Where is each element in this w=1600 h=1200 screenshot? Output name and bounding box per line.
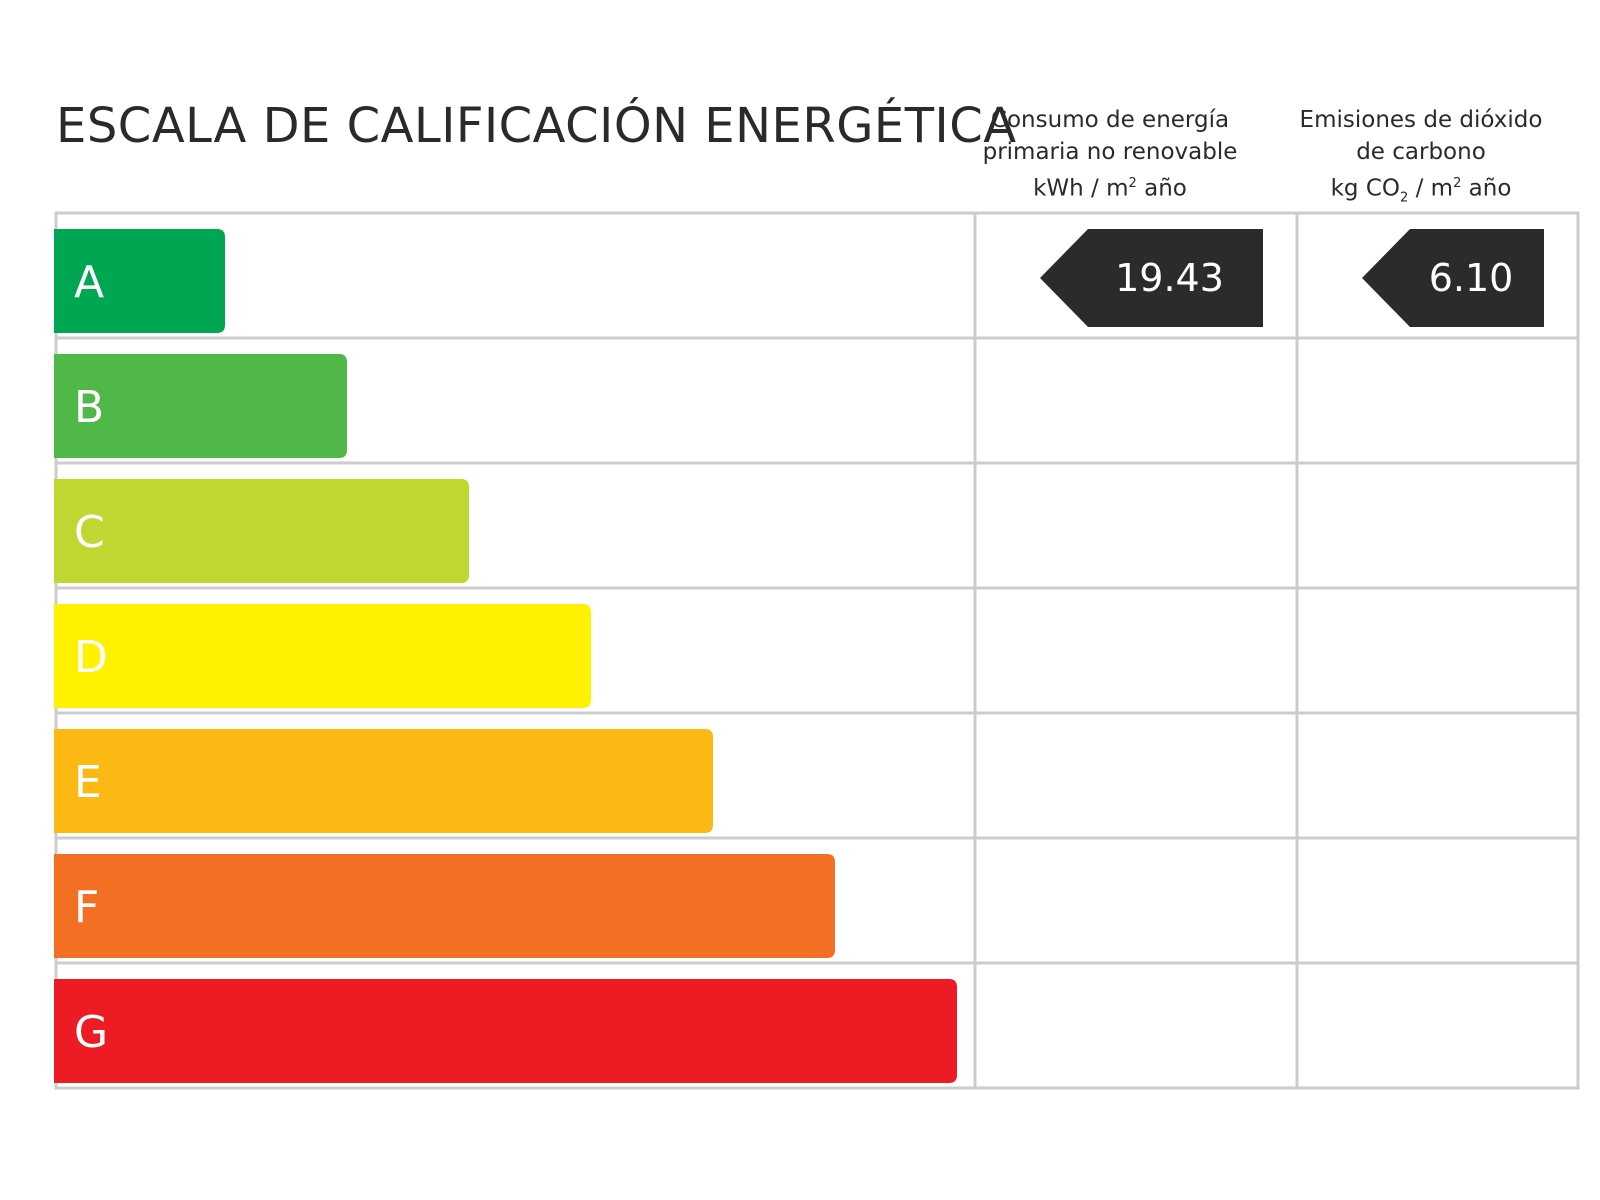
rating-bar-b: B: [54, 354, 347, 458]
rating-bar-letter: A: [74, 257, 104, 308]
rating-bar-f: F: [54, 854, 835, 958]
energy-header-line2: primaria no renovable: [982, 139, 1238, 165]
rating-bar-letter: G: [74, 1007, 108, 1058]
emissions-rating-tag-shape: [1362, 229, 1544, 327]
energy-header-unit: kWh / m2 año: [1033, 175, 1187, 202]
energy-rating-tag: 19.43: [1040, 229, 1263, 327]
emissions-header-unit: kg CO2 / m2 año: [1330, 175, 1512, 206]
rating-bar-shape: [54, 229, 225, 333]
energy-column-header: Consumo de energía primaria no renovable…: [960, 104, 1260, 205]
rating-bar-shape: [54, 979, 957, 1083]
rating-bar-letter: E: [74, 757, 102, 808]
rating-bar-letter: C: [74, 507, 105, 558]
emissions-rating-tag-value: 6.10: [1429, 256, 1514, 300]
energy-rating-tag-shape: [1040, 229, 1263, 327]
rating-bar-d: D: [54, 604, 591, 708]
rating-bar-letter: F: [74, 882, 99, 933]
emissions-rating-tag: 6.10: [1362, 229, 1544, 327]
rating-bar-shape: [54, 604, 591, 708]
energy-rating-tag-value: 19.43: [1115, 256, 1224, 300]
rating-bar-letter: D: [74, 632, 108, 683]
rating-bar-letter: B: [74, 382, 104, 433]
rating-bar-g: G: [54, 979, 957, 1083]
rating-bar-a: A: [54, 229, 225, 333]
emissions-column-header: Emisiones de dióxido de carbono kg CO2 /…: [1266, 104, 1576, 214]
emissions-header-line1: Emisiones de dióxido: [1299, 107, 1543, 133]
rating-bar-c: C: [54, 479, 469, 583]
energy-header-line1: Consumo de energía: [990, 107, 1230, 133]
page-title: ESCALA DE CALIFICACIÓN ENERGÉTICA: [56, 98, 1017, 154]
emissions-header-line2: de carbono: [1356, 139, 1486, 165]
rating-bar-shape: [54, 854, 835, 958]
rating-bar-shape: [54, 479, 469, 583]
rating-bar-shape: [54, 354, 347, 458]
rating-bar-shape: [54, 729, 713, 833]
rating-bar-e: E: [54, 729, 713, 833]
